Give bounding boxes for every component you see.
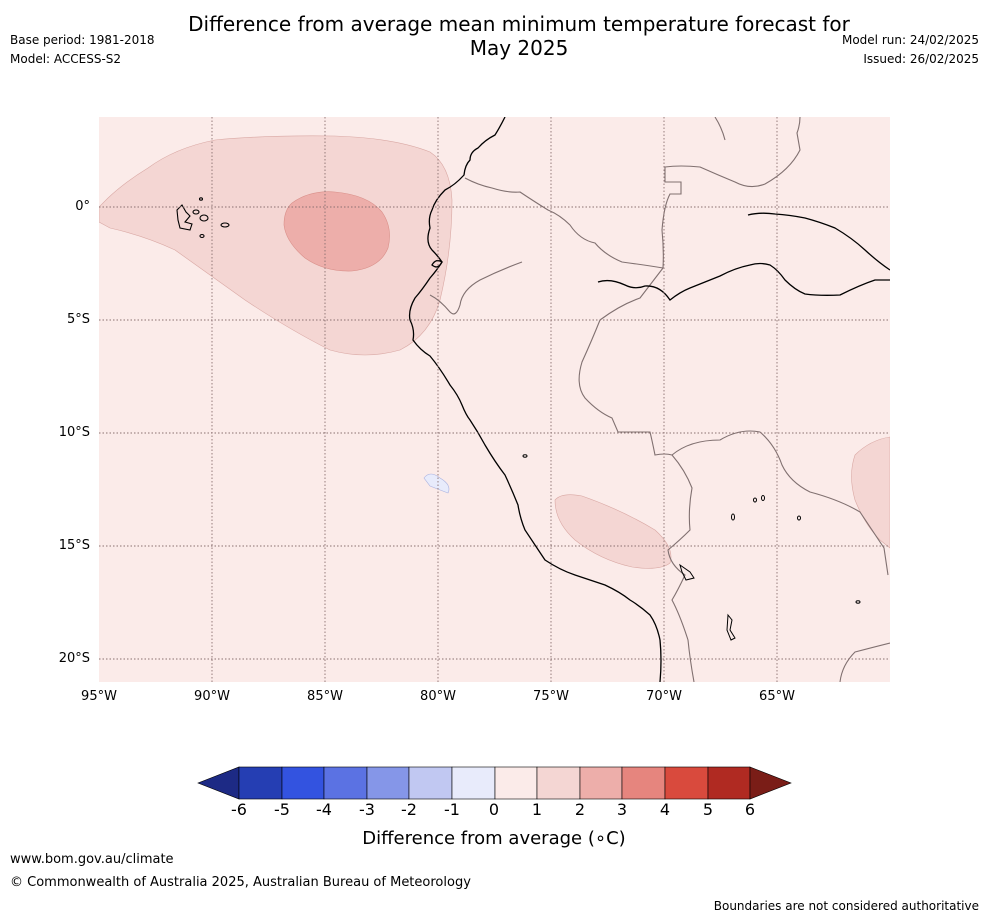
colorbar-title: Difference from average (∘C) xyxy=(362,828,626,849)
gridlines xyxy=(99,117,890,682)
map-title: Difference from average mean minimum tem… xyxy=(0,12,988,60)
colorbar-tick: -3 xyxy=(359,800,375,819)
colorbar-bin xyxy=(323,766,368,800)
anomaly-region-andes xyxy=(554,494,672,569)
colorbar-tick: -1 xyxy=(444,800,460,819)
colorbar-tick: 2 xyxy=(574,800,586,819)
country-borders xyxy=(429,117,890,682)
colorbar-bin xyxy=(494,766,538,800)
colorbar-tick: 5 xyxy=(702,800,714,819)
lon-label: 95°W xyxy=(81,689,117,704)
base-period: Base period: 1981-2018 xyxy=(10,33,155,47)
colorbar-bin xyxy=(366,766,410,800)
colorbar-bin xyxy=(664,766,709,800)
colorbar-tick: -5 xyxy=(274,800,290,819)
lon-label: 85°W xyxy=(307,689,343,704)
lon-label: 75°W xyxy=(533,689,569,704)
lat-label: 15°S xyxy=(58,538,90,553)
anomaly-region-pacific xyxy=(99,135,453,356)
footer-disclaimer: Boundaries are not considered authoritat… xyxy=(713,899,979,913)
colorbar-bin xyxy=(238,766,283,800)
colorbar-bin xyxy=(579,766,623,800)
lon-label: 80°W xyxy=(420,689,456,704)
colorbar-tick: 1 xyxy=(531,800,543,819)
colorbar-tick: 6 xyxy=(744,800,756,819)
model-run: Model run: 24/02/2025 xyxy=(841,33,979,47)
colorbar-bin xyxy=(536,766,581,800)
lon-label: 70°W xyxy=(646,689,682,704)
model-name: Model: ACCESS-S2 xyxy=(10,52,122,66)
colorbar-tick: -6 xyxy=(231,800,247,819)
colorbar-tick: 4 xyxy=(659,800,671,819)
colorbar-arrow-high xyxy=(749,766,792,800)
colorbar xyxy=(197,766,792,800)
coastlines xyxy=(408,117,890,682)
colorbar-bin xyxy=(408,766,453,800)
footer-copyright: © Commonwealth of Australia 2025, Austra… xyxy=(10,875,471,890)
title-line-2: May 2025 xyxy=(469,36,569,60)
lat-label: 0° xyxy=(75,199,90,214)
colorbar-bin xyxy=(281,766,325,800)
lon-label: 90°W xyxy=(194,689,230,704)
colorbar-bin xyxy=(451,766,496,800)
lat-label: 20°S xyxy=(58,651,90,666)
anomaly-region-core xyxy=(283,191,390,272)
lat-label: 5°S xyxy=(66,312,90,327)
colorbar-tick: -2 xyxy=(401,800,417,819)
title-line-1: Difference from average mean minimum tem… xyxy=(188,12,850,36)
colorbar-bin xyxy=(621,766,666,800)
map-area xyxy=(99,117,890,682)
galapagos-islands xyxy=(176,197,230,239)
colorbar-tick: 3 xyxy=(616,800,628,819)
colorbar-tick: -4 xyxy=(316,800,332,819)
issued-date: Issued: 26/02/2025 xyxy=(863,52,979,66)
lakes xyxy=(522,454,861,641)
footer-url: www.bom.gov.au/climate xyxy=(10,852,174,867)
lat-label: 10°S xyxy=(58,425,90,440)
colorbar-bin xyxy=(707,766,751,800)
colorbar-tick: 0 xyxy=(488,800,500,819)
colorbar-arrow-low xyxy=(197,766,240,800)
lon-label: 65°W xyxy=(759,689,795,704)
